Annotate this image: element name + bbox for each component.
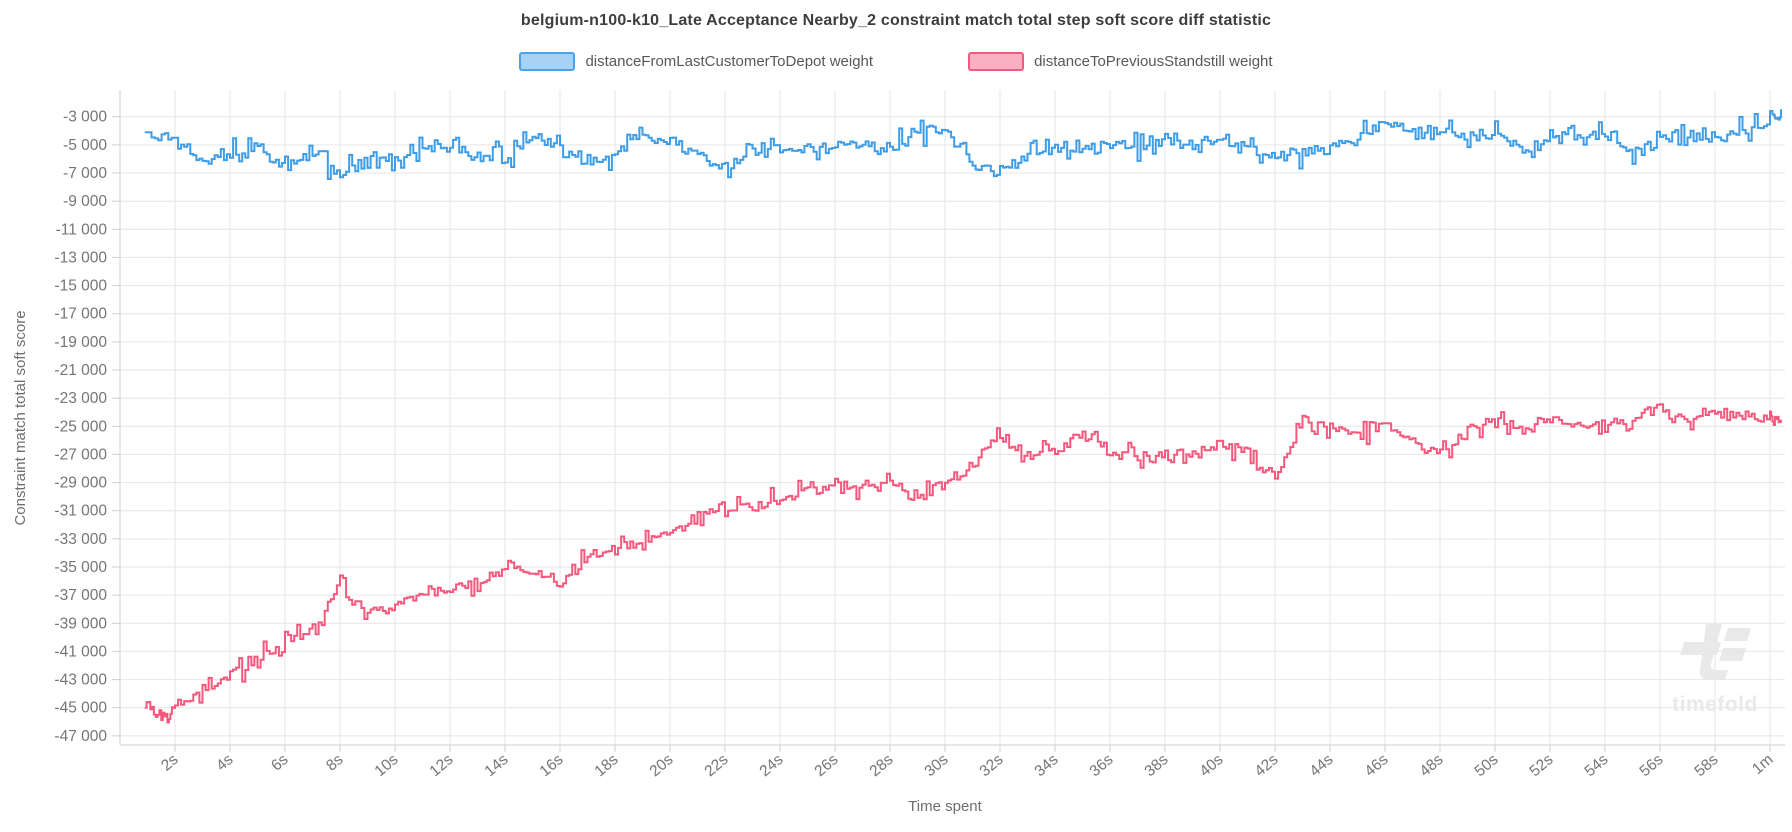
legend: distanceFromLastCustomerToDepot weight d… bbox=[0, 52, 1792, 71]
legend-label: distanceFromLastCustomerToDepot weight bbox=[585, 53, 874, 70]
x-tick-label: 24s bbox=[756, 751, 786, 780]
y-tick-label: -11 000 bbox=[56, 221, 108, 238]
y-axis-title: Constraint match total soft score bbox=[12, 310, 29, 526]
x-tick-label: 30s bbox=[921, 751, 951, 780]
y-tick-label: -33 000 bbox=[54, 531, 107, 548]
x-tick-label: 18s bbox=[591, 751, 621, 780]
y-tick-label: -45 000 bbox=[54, 700, 107, 717]
x-tick-label: 48s bbox=[1416, 751, 1446, 780]
y-tick-label: -31 000 bbox=[54, 503, 107, 520]
y-tick-label: -9 000 bbox=[63, 193, 107, 210]
y-tick-label: -35 000 bbox=[54, 559, 107, 576]
y-tick-label: -37 000 bbox=[54, 587, 107, 604]
x-tick-label: 8s bbox=[323, 751, 347, 775]
x-tick-label: 50s bbox=[1471, 751, 1501, 780]
legend-item-distance-from-last-customer-to-depot[interactable]: distanceFromLastCustomerToDepot weight bbox=[519, 52, 873, 71]
legend-item-distance-to-previous-standstill[interactable]: distanceToPreviousStandstill weight bbox=[968, 52, 1273, 71]
y-tick-label: -3 000 bbox=[63, 109, 107, 126]
x-tick-label: 52s bbox=[1526, 751, 1556, 780]
x-tick-label: 20s bbox=[646, 751, 676, 780]
x-tick-label: 40s bbox=[1196, 751, 1226, 780]
y-tick-label: -25 000 bbox=[54, 418, 107, 435]
y-tick-label: -17 000 bbox=[54, 306, 107, 323]
y-tick-label: -21 000 bbox=[54, 362, 107, 379]
x-tick-label: 58s bbox=[1691, 751, 1721, 780]
y-tick-label: -7 000 bbox=[63, 165, 107, 182]
y-tick-label: -39 000 bbox=[54, 615, 107, 632]
legend-label: distanceToPreviousStandstill weight bbox=[1034, 53, 1273, 70]
x-tick-label: 16s bbox=[536, 751, 566, 780]
x-tick-label: 56s bbox=[1636, 751, 1666, 780]
x-tick-label: 46s bbox=[1361, 751, 1391, 780]
series-line-0 bbox=[144, 109, 1782, 180]
legend-swatch-pink-icon bbox=[968, 52, 1025, 71]
x-tick-label: 34s bbox=[1031, 751, 1061, 780]
y-tick-label: -47 000 bbox=[54, 728, 107, 745]
x-tick-label: 42s bbox=[1251, 751, 1281, 780]
x-tick-label: 28s bbox=[866, 751, 896, 780]
x-tick-label: 2s bbox=[158, 751, 182, 775]
x-tick-label: 12s bbox=[426, 751, 456, 780]
x-tick-label: 26s bbox=[811, 751, 841, 780]
x-tick-label: 10s bbox=[371, 751, 401, 780]
y-tick-label: -27 000 bbox=[54, 446, 107, 463]
y-tick-label: -15 000 bbox=[54, 278, 107, 295]
x-tick-label: 44s bbox=[1306, 751, 1336, 780]
x-axis-title: Time spent bbox=[908, 798, 982, 815]
x-tick-label: 1m bbox=[1749, 751, 1776, 778]
legend-swatch-blue-icon bbox=[519, 52, 576, 71]
x-tick-label: 6s bbox=[268, 751, 292, 775]
y-tick-label: -43 000 bbox=[54, 672, 107, 689]
x-tick-label: 38s bbox=[1141, 751, 1171, 780]
y-tick-label: -41 000 bbox=[54, 643, 107, 660]
x-tick-label: 32s bbox=[976, 751, 1006, 780]
y-tick-label: -19 000 bbox=[54, 334, 107, 351]
x-tick-label: 36s bbox=[1086, 751, 1116, 780]
x-tick-label: 22s bbox=[701, 751, 731, 780]
series-line-1 bbox=[144, 403, 1782, 724]
chart-title: belgium-n100-k10_Late Acceptance Nearby_… bbox=[520, 12, 1272, 29]
x-tick-label: 4s bbox=[213, 751, 237, 775]
x-tick-label: 54s bbox=[1581, 751, 1611, 780]
y-tick-label: -29 000 bbox=[54, 475, 107, 492]
y-tick-label: -13 000 bbox=[54, 249, 107, 266]
y-tick-label: -5 000 bbox=[63, 137, 107, 154]
y-tick-label: -23 000 bbox=[54, 390, 107, 407]
x-tick-label: 14s bbox=[481, 751, 511, 780]
